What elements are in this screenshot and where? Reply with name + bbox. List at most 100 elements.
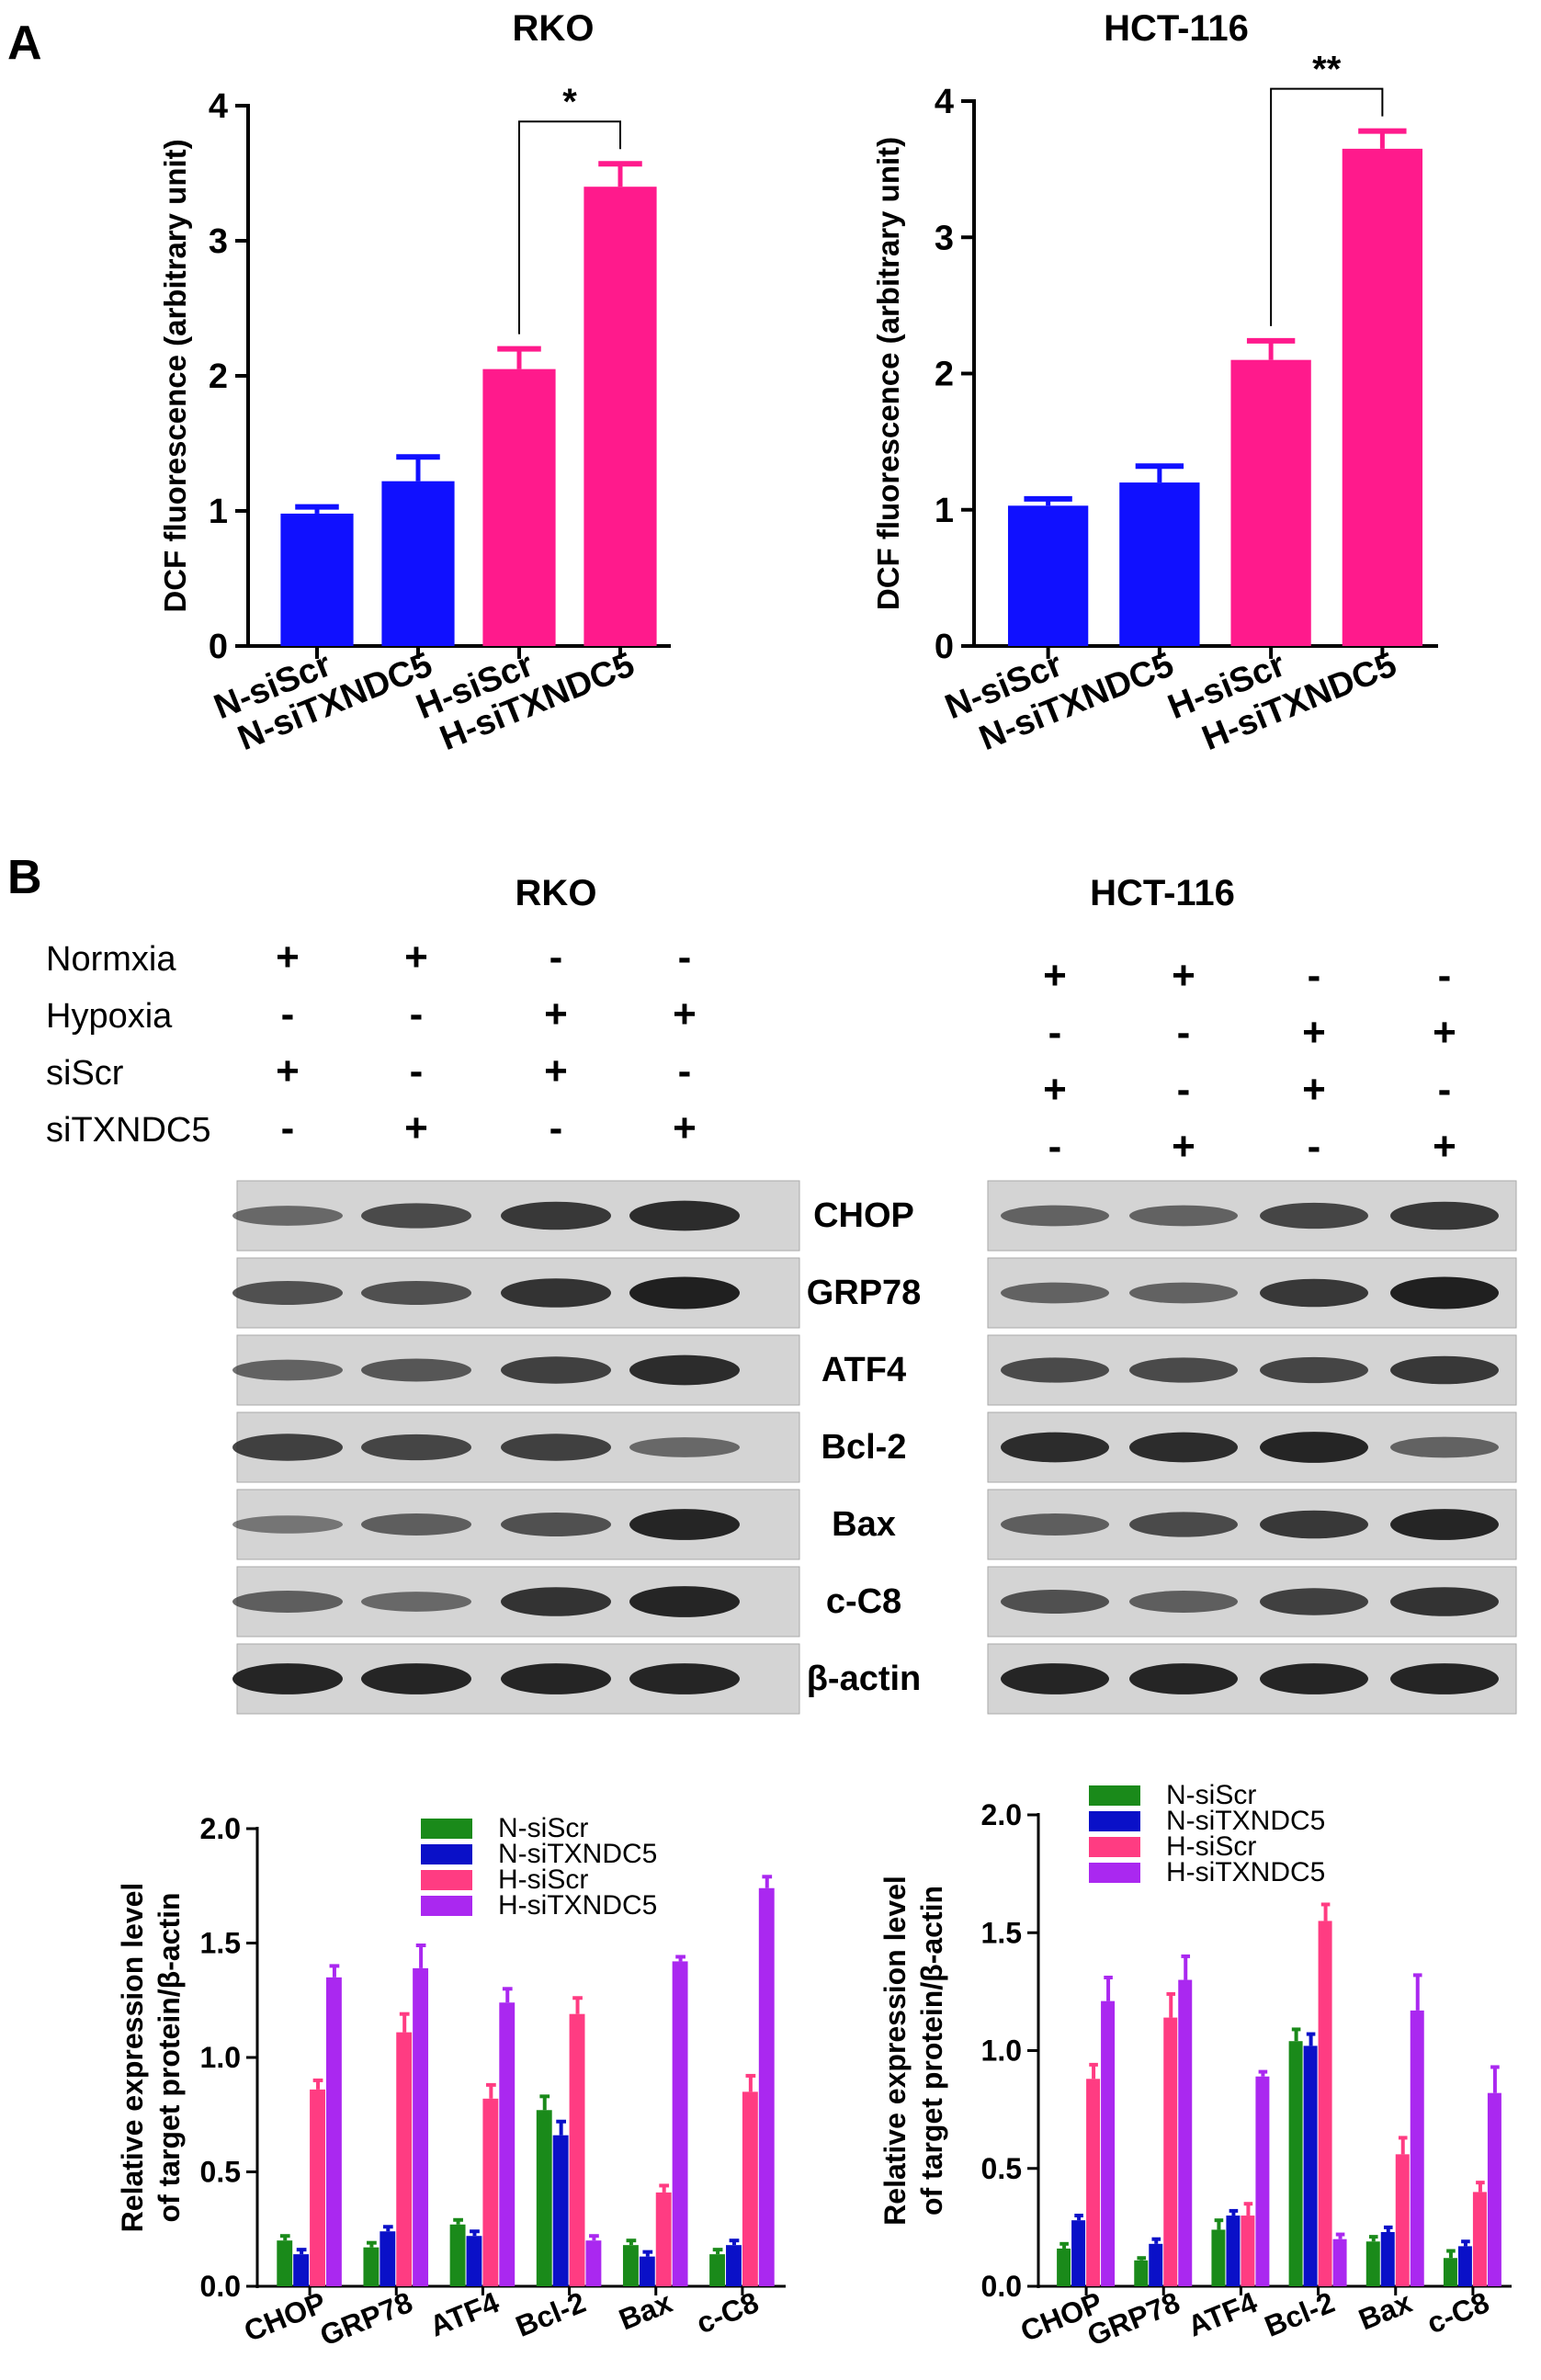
y-tick-label: 1	[209, 493, 228, 531]
y-axis-label: DCF fluorescence (arbitrary unit)	[158, 139, 192, 612]
condition-sign: -	[1048, 1010, 1062, 1055]
protein-label: CHOP	[813, 1196, 914, 1235]
band	[1001, 1589, 1109, 1615]
band	[1260, 1510, 1368, 1539]
bar	[396, 2032, 413, 2286]
bar	[552, 2135, 569, 2286]
blot-strip	[232, 1180, 800, 1252]
legend-label: H-siTXNDC5	[498, 1890, 657, 1921]
bar	[709, 2254, 726, 2286]
band	[501, 1278, 611, 1308]
panel-letter-b: B	[7, 851, 42, 904]
bar	[569, 2013, 585, 2286]
x-tick-label: ATF4	[425, 2285, 504, 2343]
bar	[1443, 2258, 1457, 2286]
chart-title: RKO	[513, 8, 595, 49]
hct-dcf-chart: HCT-11601234N-siScrN-siTXNDC5H-siScrH-si…	[871, 8, 1438, 758]
band	[232, 1359, 343, 1381]
blot-strip	[987, 1334, 1517, 1406]
x-tick-label: CHOP	[239, 2285, 330, 2348]
chart-title: HCT-116	[1104, 8, 1249, 49]
x-tick-label: ATF4	[1184, 2285, 1263, 2343]
bar	[584, 187, 657, 646]
legend-swatch	[1089, 1811, 1140, 1831]
condition-sign: +	[673, 992, 697, 1037]
bar	[1365, 2241, 1380, 2286]
condition-sign: +	[1043, 1067, 1067, 1112]
condition-sign: +	[404, 1105, 428, 1150]
condition-sign: +	[544, 1048, 568, 1094]
band	[1129, 1357, 1238, 1383]
band	[361, 1592, 471, 1612]
condition-sign: -	[550, 1105, 563, 1150]
bar	[1226, 2216, 1241, 2286]
band	[361, 1513, 471, 1536]
band	[361, 1280, 471, 1306]
bar	[585, 2240, 602, 2286]
condition-label: siScr	[46, 1054, 124, 1093]
bar	[1119, 482, 1200, 646]
condition-sign: +	[544, 992, 568, 1037]
legend-swatch	[421, 1870, 472, 1890]
blot-strip	[232, 1643, 800, 1715]
legend-label: N-siTXNDC5	[1166, 1806, 1325, 1836]
legend-swatch	[421, 1819, 472, 1839]
bar	[1149, 2243, 1163, 2286]
bar	[325, 1977, 342, 2286]
bar	[280, 513, 354, 646]
condition-sign: -	[1438, 1067, 1452, 1112]
condition-sign: +	[276, 1048, 300, 1094]
bar	[1380, 2232, 1395, 2286]
bar	[482, 2098, 499, 2286]
band	[1129, 1512, 1238, 1537]
blot-strip	[987, 1180, 1517, 1252]
legend-swatch	[1089, 1863, 1140, 1883]
band	[1260, 1356, 1368, 1384]
y-tick-label: 0	[209, 628, 228, 666]
band	[1390, 1509, 1499, 1540]
band	[1001, 1205, 1109, 1227]
band	[232, 1663, 343, 1694]
bar	[381, 481, 455, 646]
bar	[672, 1961, 688, 2286]
band	[629, 1354, 740, 1386]
bar	[1318, 1921, 1332, 2286]
condition-sign: -	[1048, 1124, 1062, 1169]
legend-label: H-siTXNDC5	[1166, 1857, 1325, 1887]
blot-title: HCT-116	[1090, 873, 1235, 913]
y-tick-label: 1	[935, 492, 954, 530]
bar	[482, 368, 556, 646]
condition-sign: -	[410, 1048, 424, 1094]
band	[1129, 1591, 1238, 1613]
x-tick-label: c-C8	[692, 2285, 764, 2340]
bar	[363, 2247, 380, 2286]
y-tick-label: 1.5	[200, 1927, 241, 1960]
legend-label: H-siScr	[498, 1864, 588, 1895]
band	[1129, 1205, 1238, 1227]
bar	[449, 2224, 466, 2286]
condition-sign: -	[281, 1105, 295, 1150]
condition-label: siTXNDC5	[46, 1111, 210, 1150]
band	[232, 1280, 343, 1306]
rko-western-blot: RKO Normxia Hypoxia siScr siTXNDC5 + + - - - - + + + -…	[46, 873, 921, 1715]
condition-sign: +	[276, 935, 300, 980]
condition-sign: +	[404, 935, 428, 980]
blot-strip	[987, 1411, 1517, 1483]
bar	[1241, 2216, 1255, 2286]
y-tick-label: 1.0	[981, 2034, 1022, 2068]
x-tick-label: c-C8	[1422, 2285, 1494, 2340]
y-tick-label: 0.0	[981, 2270, 1022, 2303]
y-tick-label: 0.0	[200, 2270, 241, 2303]
bar	[1342, 148, 1423, 646]
band	[1260, 1432, 1368, 1463]
protein-label: Bax	[832, 1505, 896, 1544]
blot-strip	[232, 1566, 800, 1638]
y-tick-label: 4	[209, 87, 228, 126]
band	[361, 1203, 471, 1229]
bar	[1071, 2220, 1086, 2286]
band	[1001, 1282, 1109, 1304]
band	[501, 1434, 611, 1461]
bar	[639, 2256, 655, 2286]
condition-sign: +	[1043, 953, 1067, 998]
bar	[1457, 2246, 1472, 2286]
